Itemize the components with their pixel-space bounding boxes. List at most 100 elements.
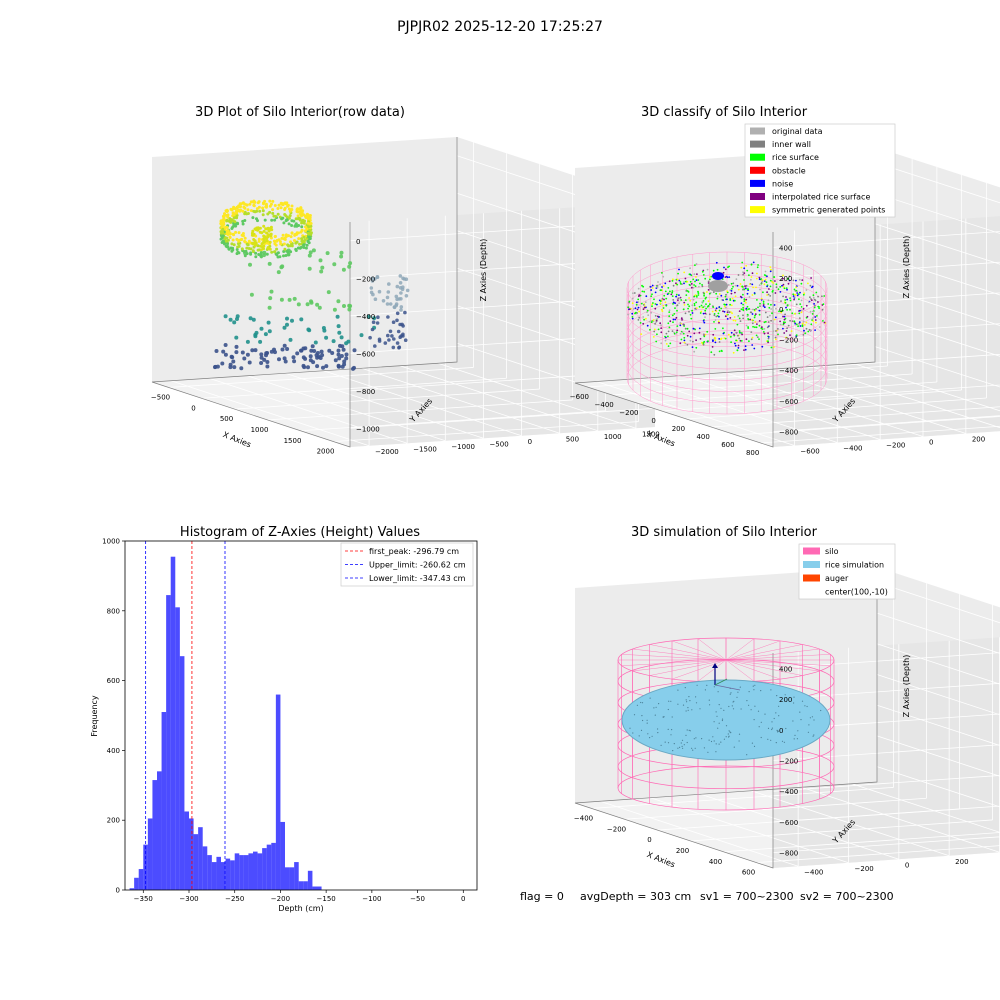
classified-point xyxy=(810,323,813,326)
data-point xyxy=(269,289,274,294)
grid-line xyxy=(333,421,639,442)
classified-point xyxy=(799,291,801,294)
classified-point xyxy=(710,275,713,278)
classified-point xyxy=(695,307,698,310)
classified-point xyxy=(774,338,777,341)
rice-point xyxy=(691,709,693,711)
classified-point xyxy=(810,298,812,300)
rice-point xyxy=(706,684,708,687)
classified-point xyxy=(671,314,674,317)
grid-line xyxy=(399,365,598,432)
classified-point xyxy=(723,305,726,308)
rice-point xyxy=(732,708,735,710)
histogram-bar xyxy=(193,834,199,890)
classified-point xyxy=(738,310,741,312)
rice-point xyxy=(801,700,804,702)
classified-point xyxy=(734,344,737,347)
classified-point xyxy=(779,286,782,288)
classified-point xyxy=(767,321,770,323)
rice-point xyxy=(808,724,810,726)
data-point xyxy=(214,349,219,353)
data-point xyxy=(219,237,223,241)
classified-point xyxy=(778,310,780,313)
silo-roof-strut xyxy=(632,659,727,672)
rice-point xyxy=(754,705,756,707)
box-edge xyxy=(574,567,878,869)
z-tick-label: 400 xyxy=(779,244,792,252)
data-point xyxy=(399,291,403,295)
data-point xyxy=(286,204,290,208)
rice-point xyxy=(720,707,722,709)
classified-point xyxy=(748,296,751,298)
data-point xyxy=(282,356,287,361)
data-point xyxy=(267,261,272,266)
classified-point xyxy=(704,297,707,300)
rice-point xyxy=(820,709,822,712)
classified-point xyxy=(774,336,777,339)
classified-point xyxy=(810,277,812,279)
classified-point xyxy=(744,345,747,348)
rice-point xyxy=(689,730,691,732)
data-point xyxy=(330,351,335,355)
classified-point xyxy=(654,315,657,317)
classified-point xyxy=(662,285,665,287)
classified-point xyxy=(742,317,745,320)
classified-point xyxy=(781,279,784,281)
grid-line xyxy=(772,346,1000,432)
classified-point xyxy=(722,327,724,330)
data-point xyxy=(300,237,304,241)
rice-point xyxy=(685,734,687,737)
data-point xyxy=(262,357,267,362)
classified-point xyxy=(811,319,813,321)
rice-point xyxy=(671,716,673,718)
y-tick-label: −200 xyxy=(886,442,905,450)
silo-roof-strut xyxy=(697,659,727,682)
classified-point xyxy=(673,313,676,315)
x-tick-label: 400 xyxy=(709,858,722,866)
data-point xyxy=(392,337,396,341)
silo-roof-strut xyxy=(649,659,727,676)
data-point xyxy=(245,339,250,344)
classified-point xyxy=(751,319,754,321)
classified-point xyxy=(702,333,705,335)
histogram-title: Histogram of Z-Axies (Height) Values xyxy=(180,525,420,540)
data-point xyxy=(231,248,235,252)
classified-point xyxy=(701,284,703,286)
rice-point xyxy=(752,685,754,687)
classified-point xyxy=(735,339,737,342)
data-point xyxy=(231,359,236,364)
classified-point xyxy=(675,331,678,334)
rice-point xyxy=(738,733,741,735)
classified-point xyxy=(758,338,760,340)
data-point xyxy=(276,212,280,216)
classified-point xyxy=(641,284,643,287)
data-point xyxy=(296,214,300,218)
data-point xyxy=(287,297,292,302)
classified-point xyxy=(682,308,685,311)
classified-point xyxy=(777,333,779,336)
classified-point xyxy=(687,291,690,293)
data-point xyxy=(284,214,288,218)
data-point xyxy=(267,233,271,237)
classified-point xyxy=(694,328,696,331)
classified-point xyxy=(664,301,667,304)
classified-point xyxy=(683,339,686,342)
classified-point xyxy=(756,323,758,325)
classified-point xyxy=(691,304,694,307)
classified-point xyxy=(760,282,763,284)
classified-point xyxy=(701,285,704,288)
data-point xyxy=(215,364,220,369)
classified-point xyxy=(729,317,732,319)
classified-point xyxy=(678,294,680,296)
y-tick-label: 0 xyxy=(116,887,120,895)
data-point xyxy=(277,203,281,207)
histogram-bar xyxy=(166,595,171,890)
data-point xyxy=(290,208,294,211)
rice-point xyxy=(686,741,688,744)
rice-point xyxy=(751,742,754,744)
classified-point xyxy=(647,314,650,317)
rice-point xyxy=(720,741,722,743)
rice-point xyxy=(738,740,740,742)
data-point xyxy=(281,216,285,220)
